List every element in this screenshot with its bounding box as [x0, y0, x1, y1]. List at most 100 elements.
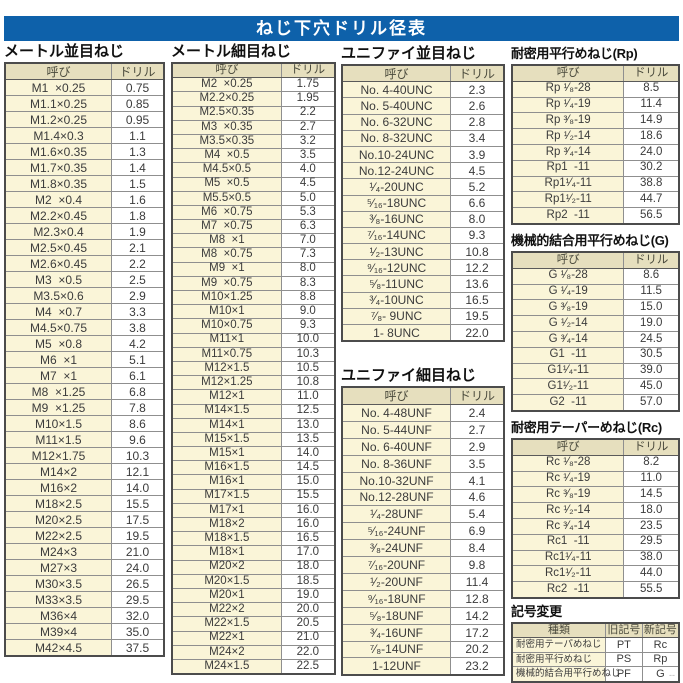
name-cell: No. 4-48UNF: [341, 404, 452, 422]
symbol-change-table: 種類 旧記号 新記号 耐密用テーパめねじ PT Rc 耐密用平行めねじ PS Rp 機械的結…: [511, 621, 680, 683]
name-cell: No.12-24UNC: [341, 162, 452, 180]
value-cell: 13.6: [450, 275, 505, 293]
value-cell: 15.0: [280, 474, 336, 490]
table-row: M5 ×0.8 4.2: [4, 335, 165, 352]
table-row: ⁵⁄₈-11UNC 13.6: [341, 275, 505, 293]
table-row: No.10-24UNC 3.9: [341, 145, 505, 164]
name-cell: M14×1: [171, 417, 282, 433]
name-cell: M8 ×0.75: [171, 247, 282, 263]
table-row: ³⁄₈-16UNC 8.0: [341, 210, 505, 228]
value-cell: 17.2: [450, 623, 505, 642]
name-cell: ¹⁄₂-13UNC: [341, 243, 452, 261]
value-cell: 4.0: [280, 162, 336, 178]
metric-coarse-table: 呼び ドリル M1 ×0.25 0.75 M1.1×0.25 0.85 M1.2×0.2…: [4, 62, 165, 657]
table-row: No. 4-48UNF 2.4: [341, 404, 505, 422]
table-row: M9 ×1.25 7.8: [4, 399, 165, 416]
table-row: M12×1 11.0: [171, 389, 336, 405]
value-cell: 4.1: [450, 471, 505, 490]
name-cell: ⁵⁄₈-18UNF: [341, 606, 452, 625]
table-row: G2 -11 57.0: [511, 394, 680, 412]
name-cell: Rc ¹⁄₂-14: [511, 502, 625, 519]
value-cell: 10.8: [450, 243, 505, 261]
value-cell: 2.9: [111, 287, 165, 304]
col-header-drill: ドリル: [450, 386, 505, 406]
name-cell: ⁷⁄₁₆-20UNF: [341, 556, 452, 574]
name-cell: Rp ³⁄₄-14: [511, 143, 625, 161]
value-cell: 14.5: [280, 460, 336, 476]
table-row: Rc1¹⁄₂-11 44.0: [511, 565, 680, 583]
value-cell: 0.85: [111, 95, 165, 112]
name-cell: ³⁄₄-10UNC: [341, 291, 452, 309]
name-cell: G1¹⁄₄-11: [511, 362, 625, 380]
table-row: No. 8-36UNF 3.5: [341, 454, 505, 473]
value-cell: 22.0: [280, 644, 336, 660]
name-cell: M17×1: [171, 502, 282, 519]
table-row: M7 ×1 6.1: [4, 367, 165, 384]
table-row: Rp ³⁄₈-19 14.9: [511, 112, 680, 130]
value-cell: 5.3: [280, 204, 336, 221]
value-cell: 11.0: [623, 470, 680, 488]
value-cell: 57.0: [623, 394, 680, 412]
name-cell: ³⁄₈-24UNF: [341, 539, 452, 558]
col-header-name: 呼び: [341, 64, 452, 83]
table-row: No. 6-40UNF 2.9: [341, 437, 505, 456]
name-cell: M1.8×0.35: [4, 175, 113, 192]
value-cell: 32.0: [111, 607, 165, 624]
table-row: M3.5×0.35 3.2: [171, 133, 336, 150]
value-cell: 39.0: [623, 362, 680, 380]
value-cell: 38.0: [623, 549, 680, 567]
value-cell: 8.6: [623, 267, 680, 285]
table-row: M14×2 12.1: [4, 463, 165, 480]
table-row: M2 ×0.4 1.6: [4, 191, 165, 208]
name-cell: M4 ×0.7: [4, 303, 113, 320]
table-row: M30×3.5 26.5: [4, 575, 165, 592]
col-header-old-symbol: 旧記号: [605, 622, 643, 639]
name-cell: ³⁄₈-16UNC: [341, 210, 452, 228]
value-cell: 19.0: [623, 315, 680, 332]
table-row: M8 ×0.75 7.3: [171, 247, 336, 263]
name-cell: Rc1 -11: [511, 533, 625, 551]
value-cell: PT: [605, 637, 643, 653]
name-cell: ⁵⁄₁₆-18UNC: [341, 194, 452, 212]
name-cell: G2 -11: [511, 394, 625, 412]
value-cell: 9.6: [111, 431, 165, 448]
value-cell: 3.5: [280, 148, 336, 164]
value-cell: 12.5: [280, 403, 336, 419]
value-cell: 19.5: [111, 527, 165, 544]
metric-coarse-heading: メートル並目ねじ: [4, 43, 125, 60]
table-row: Rp ¹⁄₂-14 18.6: [511, 128, 680, 145]
value-cell: 16.5: [450, 291, 505, 309]
table-row: M3 ×0.5 2.5: [4, 271, 165, 288]
name-cell: No.10-24UNC: [341, 145, 452, 164]
table-row: Rc ¹⁄₄-19 11.0: [511, 470, 680, 488]
table-row: M14×1.5 12.5: [171, 403, 336, 419]
value-cell: 18.0: [280, 559, 336, 575]
table-row: No.10-32UNF 4.1: [341, 471, 505, 490]
name-cell: Rp ¹⁄₈-28: [511, 80, 625, 98]
table-row: M36×4 32.0: [4, 607, 165, 624]
table-row: M20×1 19.0: [171, 587, 336, 604]
name-cell: M6 ×1: [4, 351, 113, 368]
table-row: ¹⁄₄-20UNC 5.2: [341, 178, 505, 196]
value-cell: 11.4: [450, 572, 505, 591]
value-cell: 4.5: [450, 162, 505, 180]
value-cell: 4.6: [450, 488, 505, 507]
table-row: M4.5×0.5 4.0: [171, 162, 336, 178]
name-cell: M24×2: [171, 644, 282, 660]
col-header-kind: 種類: [511, 622, 607, 639]
table-row: G ³⁄₄-14 24.5: [511, 330, 680, 348]
name-cell: M20×2: [171, 559, 282, 575]
table-row: No.12-24UNC 4.5: [341, 162, 505, 180]
table-row: ⁵⁄₁₆-18UNC 6.6: [341, 194, 505, 212]
name-cell: M33×3.5: [4, 591, 113, 608]
value-cell: 21.0: [111, 543, 165, 560]
name-cell: M12×1.75: [4, 447, 113, 464]
table-row: M11×0.75 10.3: [171, 346, 336, 362]
name-cell: Rp1¹⁄₂-11: [511, 191, 625, 209]
name-cell: M9 ×1.25: [4, 399, 113, 416]
name-cell: Rp2 -11: [511, 207, 625, 225]
value-cell: 14.0: [111, 479, 165, 496]
name-cell: M14×2: [4, 463, 113, 480]
rc-heading: 耐密用テーパーめねじ(Rc): [511, 419, 662, 435]
name-cell: M42×4.5: [4, 639, 113, 657]
